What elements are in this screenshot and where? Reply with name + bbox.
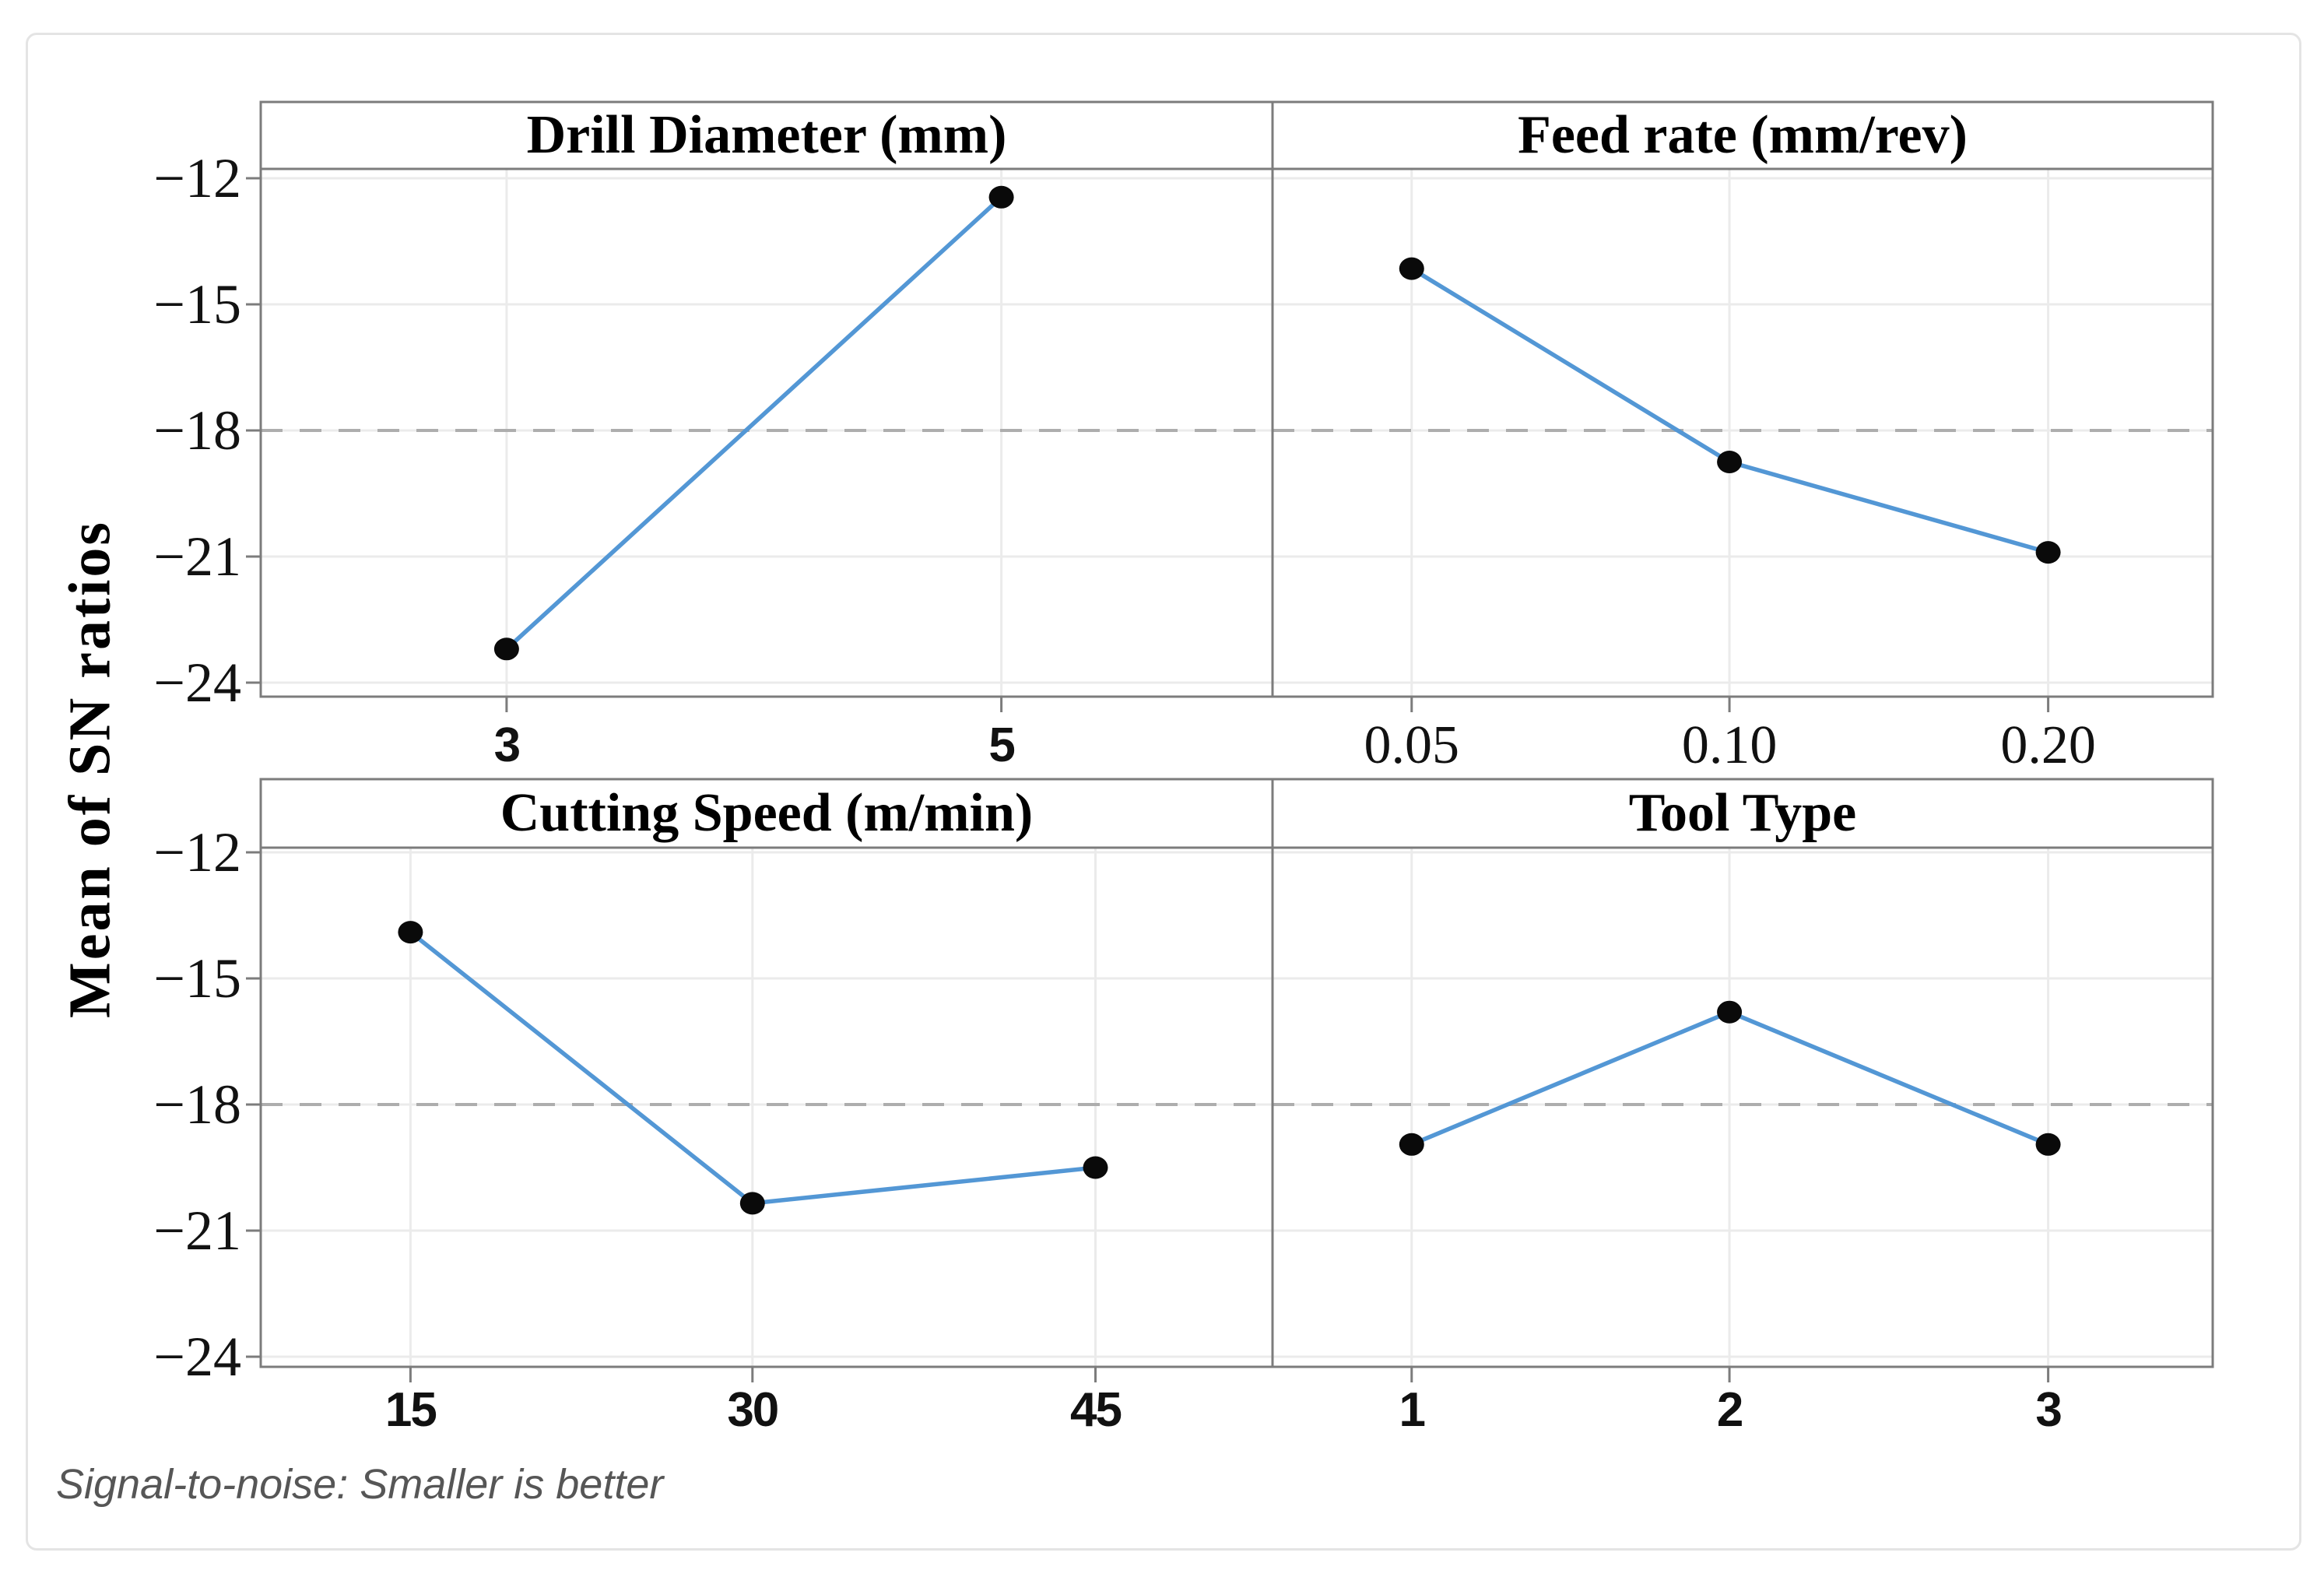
x-tick-label: 3 — [2035, 1383, 2062, 1437]
x-tick-label: 1 — [1399, 1383, 1426, 1437]
footnote: Signal-to-noise: Smaller is better — [56, 1461, 664, 1508]
x-tick-label: 2 — [1716, 1383, 1743, 1437]
figure-border — [26, 33, 2301, 1551]
x-tick-label: 5 — [988, 718, 1015, 772]
x-tick-label: 0.05 — [1364, 715, 1460, 775]
y-tick-label: −12 — [153, 147, 241, 209]
x-tick-label: 0.10 — [1681, 715, 1778, 775]
y-tick-label: −24 — [153, 1326, 241, 1388]
y-tick-label: −21 — [153, 1199, 241, 1262]
y-tick-label: −12 — [153, 821, 241, 883]
y-tick-label: −21 — [153, 525, 241, 588]
x-tick-label: 15 — [384, 1383, 437, 1437]
x-tick-label: 45 — [1070, 1383, 1122, 1437]
panel-title-cutting-speed: Cutting Speed (m/min) — [500, 783, 1034, 843]
x-tick-label: 3 — [493, 718, 521, 772]
panel-title-tool-type: Tool Type — [1628, 783, 1857, 843]
y-tick-label: −18 — [153, 399, 241, 462]
panel-title-drill-diameter: Drill Diameter (mm) — [526, 105, 1007, 165]
y-tick-label: −15 — [153, 273, 241, 335]
x-tick-label: 0.20 — [2000, 715, 2096, 775]
y-tick-label: −24 — [153, 652, 241, 714]
x-tick-label: 30 — [727, 1383, 779, 1437]
y-tick-label: −18 — [153, 1073, 241, 1136]
y-tick-label: −15 — [153, 947, 241, 1010]
panel-title-feed-rate: Feed rate (mm/rev) — [1518, 105, 1968, 165]
